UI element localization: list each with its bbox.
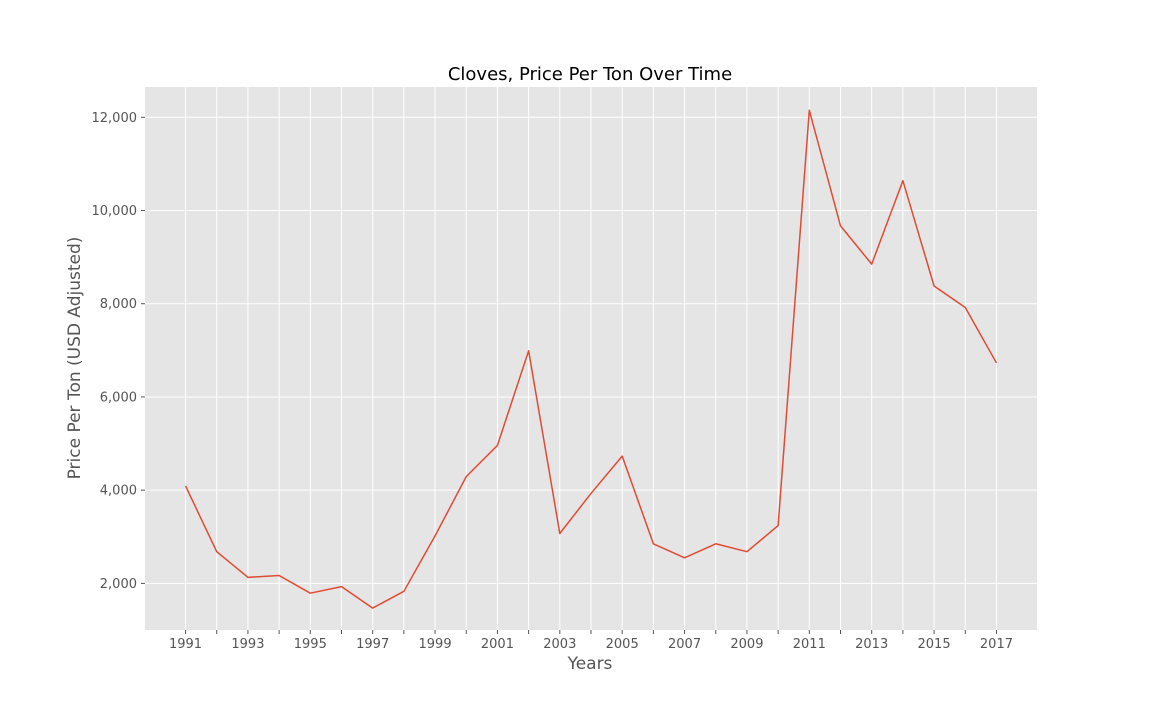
x-tick-label: 2017 bbox=[980, 637, 1013, 652]
x-tick-label: 2007 bbox=[668, 637, 701, 652]
x-tick-label: 2001 bbox=[481, 637, 514, 652]
x-tick-label: 1995 bbox=[294, 637, 327, 652]
x-tick-label: 1991 bbox=[169, 637, 202, 652]
chart-title: Cloves, Price Per Ton Over Time bbox=[448, 64, 732, 85]
x-tick-label: 2015 bbox=[918, 637, 951, 652]
y-tick-label: 12,000 bbox=[92, 111, 138, 126]
y-axis-label: Price Per Ton (USD Adjusted) bbox=[65, 237, 85, 480]
y-tick-label: 4,000 bbox=[100, 484, 137, 499]
x-tick-label: 1999 bbox=[419, 637, 452, 652]
x-tick-label: 1993 bbox=[231, 637, 264, 652]
y-tick-label: 10,000 bbox=[92, 204, 138, 219]
x-tick-label: 2009 bbox=[730, 637, 763, 652]
x-tick-label: 2011 bbox=[793, 637, 826, 652]
axis-ticks: 1991 1993 1995 1997 1999 2001 2003 2005 2007 2009… bbox=[92, 111, 1014, 652]
series-line bbox=[184, 109, 998, 609]
x-tick-label: 2003 bbox=[543, 637, 576, 652]
y-tick-label: 6,000 bbox=[100, 390, 137, 405]
x-tick-label: 2013 bbox=[855, 637, 888, 652]
series-layer bbox=[184, 109, 998, 609]
grid-lines bbox=[145, 87, 1037, 630]
x-axis-label: Years bbox=[567, 654, 613, 674]
x-tick-label: 1997 bbox=[356, 637, 389, 652]
y-tick-label: 2,000 bbox=[100, 577, 137, 592]
x-tick-label: 2005 bbox=[606, 637, 639, 652]
y-tick-label: 8,000 bbox=[100, 297, 137, 312]
